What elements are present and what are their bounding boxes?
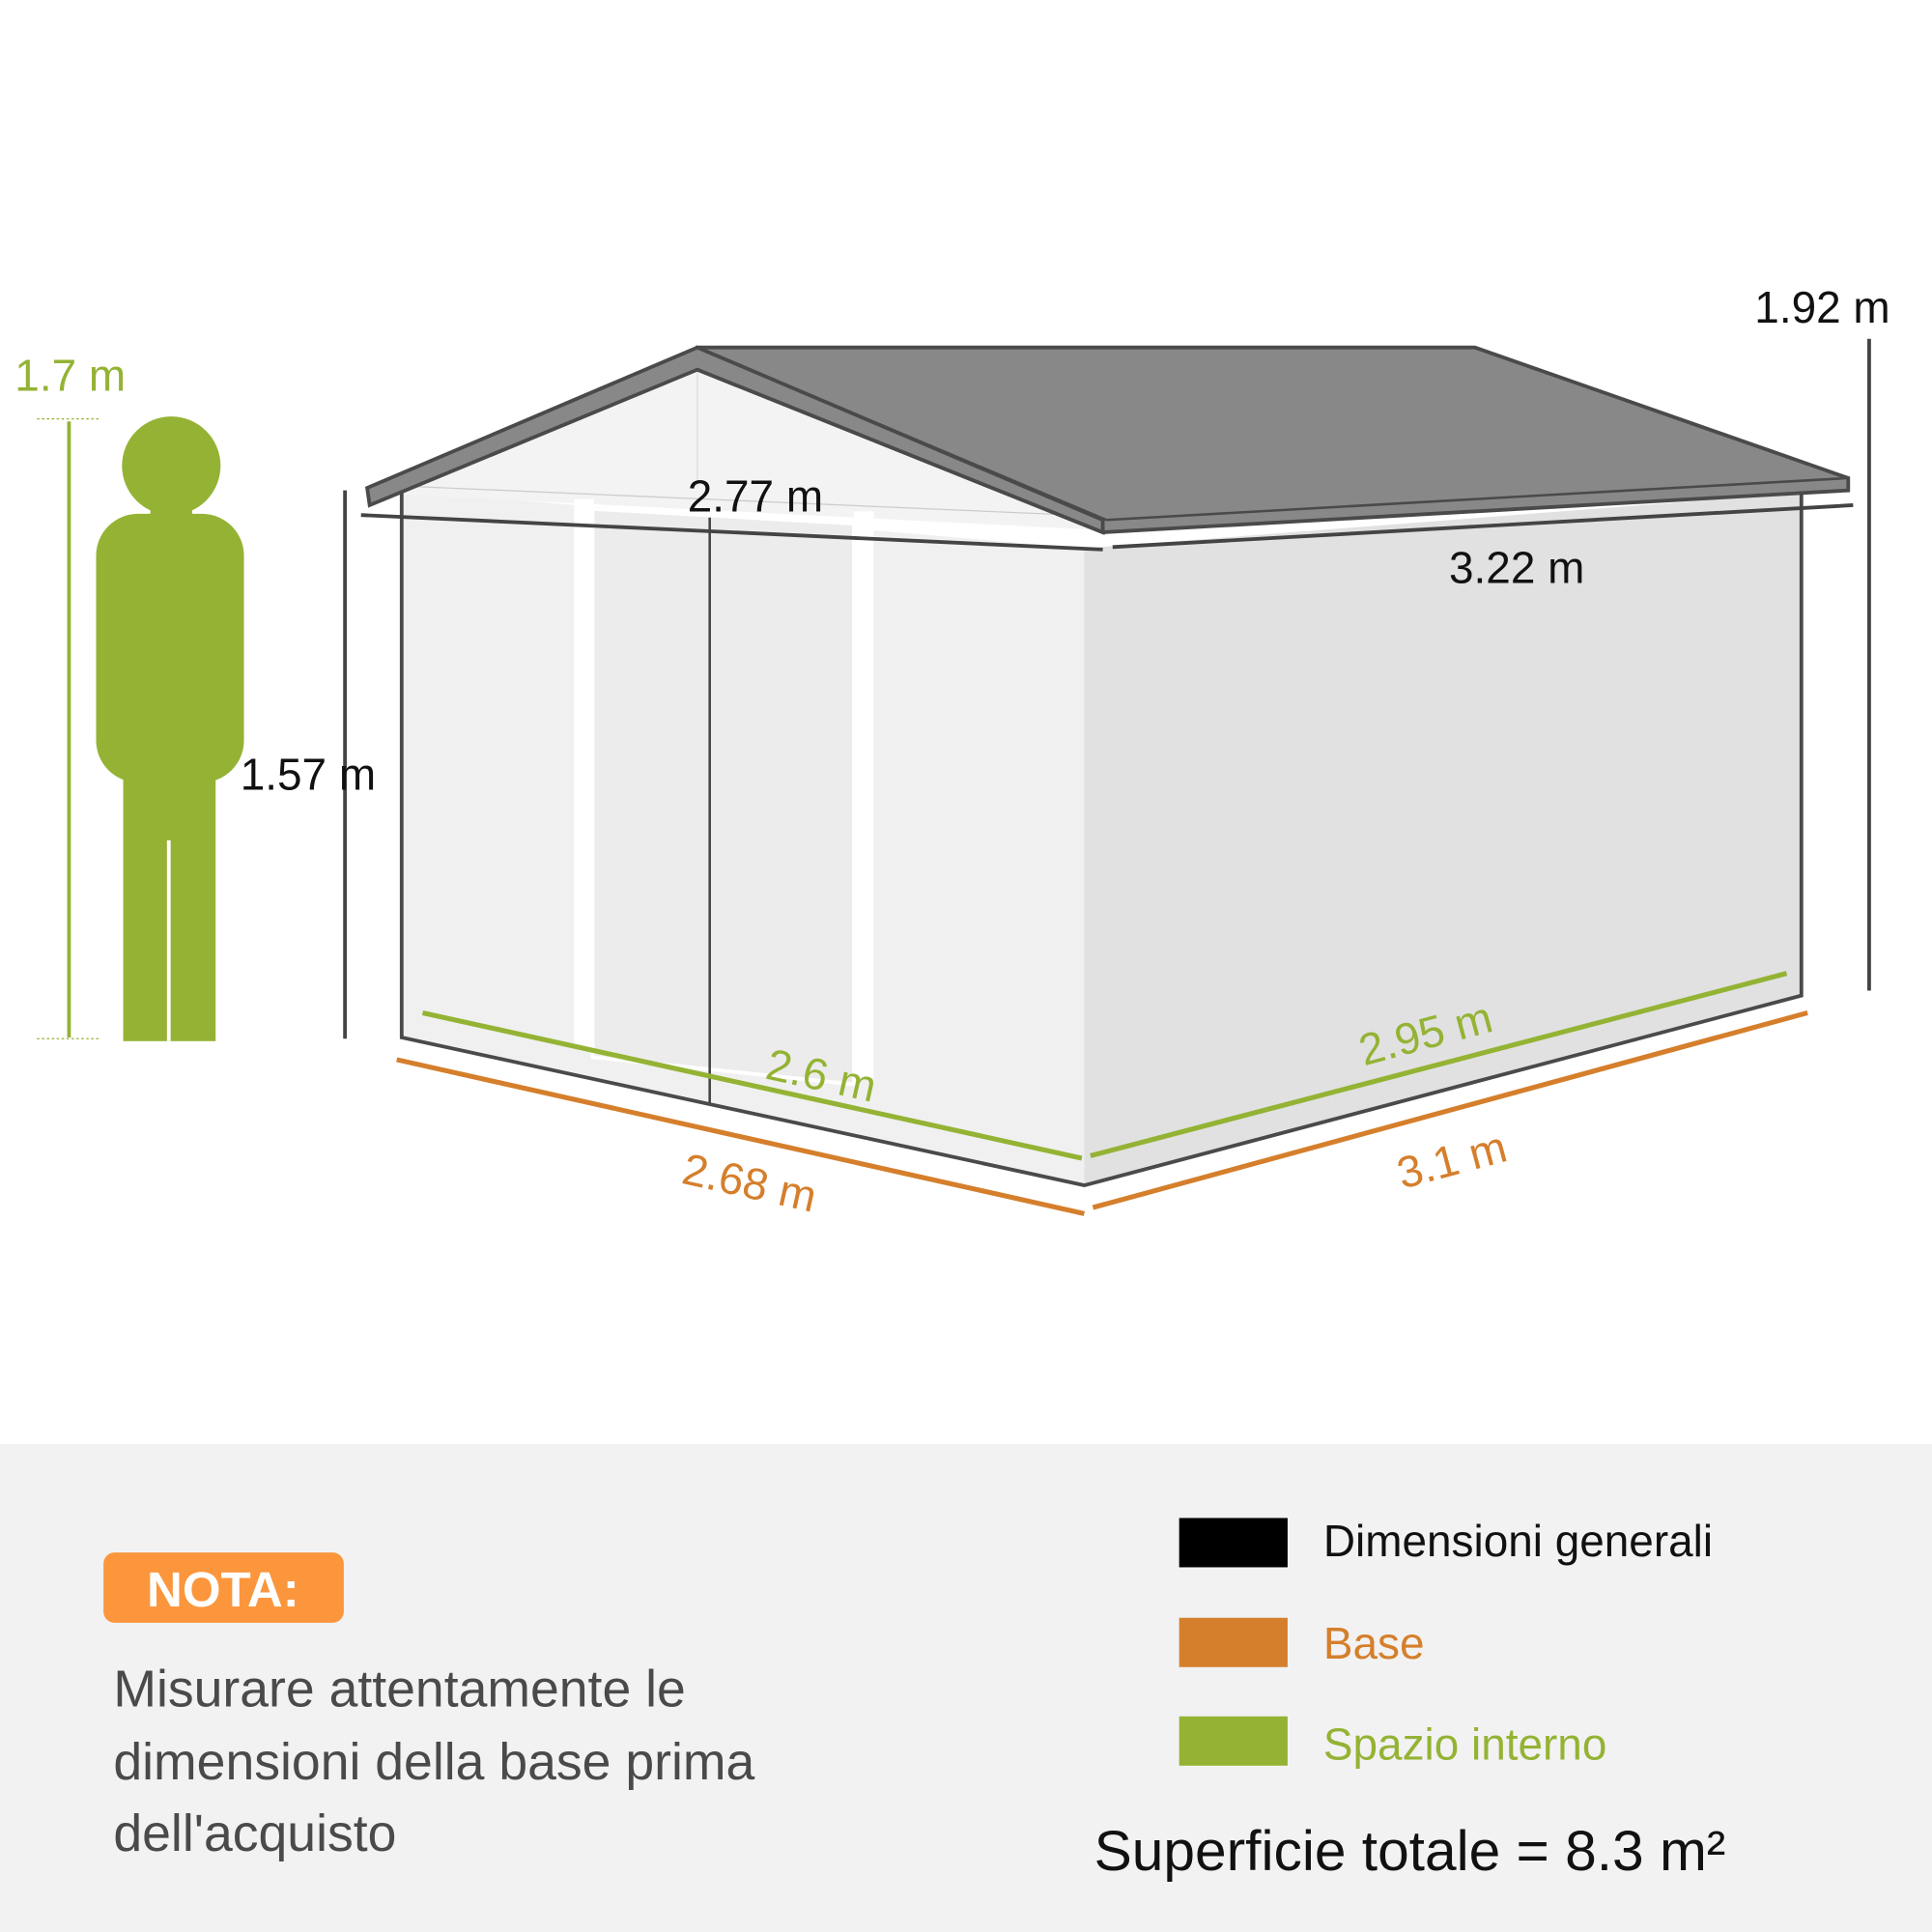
side-depth-label: 3.22 m [1449,542,1584,592]
interior-dimension-lines [421,971,1788,1161]
note-line-3: dell'acquisto [113,1805,396,1862]
general-dimension-lines [343,338,1871,1103]
person-height-label: 1.7 m [14,350,126,400]
legend-swatch-general [1179,1518,1288,1568]
bottom-panel [0,1443,1932,1932]
legend-swatch-base [1179,1617,1288,1667]
legend-label-base: Base [1323,1618,1425,1668]
total-area-label: Superficie totale = 8.3 m² [1094,1820,1726,1883]
legend-label-general: Dimensioni generali [1323,1516,1713,1566]
note-line-2: dimensioni della base prima [113,1734,754,1791]
base-dimension-lines [396,1010,1808,1216]
person-height-line [37,418,101,1039]
person-silhouette [96,416,244,1041]
legend-swatch-interior [1179,1716,1288,1766]
shed-drawing [365,345,1851,1188]
nota-badge [103,1552,344,1623]
legend-label-interior: Spazio interno [1323,1719,1606,1769]
total-height-label: 1.92 m [1754,282,1889,332]
note-line-1: Misurare attentamente le [113,1662,685,1719]
front-width-label: 2.77 m [688,470,823,521]
wall-height-label: 1.57 m [241,750,376,800]
nota-badge-label: NOTA: [147,1562,299,1617]
legend: Dimensioni generali Base Spazio interno [1179,1516,1713,1769]
